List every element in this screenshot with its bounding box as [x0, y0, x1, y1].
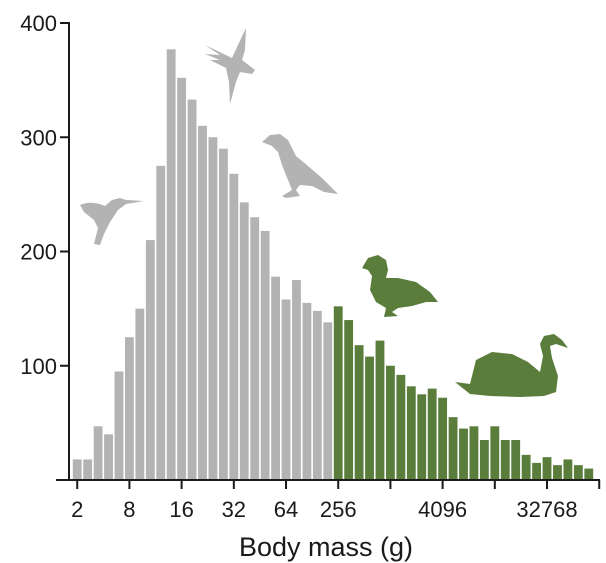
bars-layer: [72, 49, 594, 481]
bar-7: [145, 240, 155, 480]
bar-46: [553, 465, 562, 480]
y-tick-label-300: 300: [20, 125, 57, 150]
bar-27: [354, 345, 364, 480]
bar-4: [114, 371, 124, 480]
bar-33: [417, 394, 427, 480]
bar-37: [459, 428, 468, 480]
bar-0: [72, 459, 82, 480]
crow-icon: [262, 134, 338, 198]
bar-1: [83, 459, 93, 480]
bar-42: [511, 440, 521, 480]
bar-10: [177, 77, 187, 480]
bar-25: [333, 306, 343, 480]
bar-38: [469, 426, 479, 480]
bar-32: [406, 386, 416, 480]
bar-24: [323, 322, 333, 480]
bar-44: [532, 462, 541, 480]
x-tick-label-16: 16: [169, 497, 193, 522]
bar-28: [365, 356, 374, 480]
y-ticks-layer: 100 200 300 400: [20, 11, 69, 379]
bar-16: [239, 202, 249, 480]
x-tick-label-4096: 4096: [418, 497, 467, 522]
bar-3: [104, 434, 113, 480]
bar-39: [479, 440, 489, 480]
bar-35: [438, 397, 448, 480]
bar-22: [302, 302, 312, 480]
hummingbird-icon: [80, 198, 144, 245]
x-tick-label-64: 64: [274, 497, 298, 522]
bar-31: [396, 374, 406, 480]
bar-13: [208, 137, 218, 480]
bar-34: [427, 388, 437, 480]
bar-30: [386, 365, 395, 480]
bar-49: [584, 468, 594, 480]
bar-45: [542, 457, 552, 480]
bar-48: [573, 465, 583, 480]
bar-15: [229, 173, 239, 480]
bar-17: [250, 217, 260, 481]
bar-20: [281, 299, 291, 480]
bar-18: [260, 230, 270, 480]
x-tick-label-256: 256: [320, 497, 357, 522]
swallow-icon: [205, 28, 255, 104]
bar-47: [563, 459, 573, 480]
duck-icon: [362, 255, 438, 317]
bar-14: [218, 148, 228, 480]
bar-6: [135, 308, 145, 481]
bar-8: [156, 165, 166, 480]
bar-41: [500, 440, 510, 480]
x-tick-label-8: 8: [123, 497, 135, 522]
y-tick-label-200: 200: [20, 240, 57, 265]
swan-icon: [455, 334, 568, 397]
bar-21: [292, 280, 301, 480]
bar-43: [521, 454, 531, 480]
bar-40: [490, 426, 500, 480]
bar-23: [312, 310, 322, 480]
x-tick-label-32: 32: [222, 497, 246, 522]
bar-2: [93, 426, 103, 480]
bar-9: [166, 49, 176, 480]
bar-36: [448, 417, 458, 480]
bar-26: [344, 320, 354, 480]
x-tick-label-2: 2: [71, 497, 83, 522]
y-tick-label-400: 400: [20, 11, 57, 36]
bar-5: [125, 337, 134, 480]
bar-11: [187, 99, 197, 481]
x-tick-label-32768: 32768: [516, 497, 577, 522]
y-tick-label-100: 100: [20, 354, 57, 379]
x-ticks-layer: 2 8 16 32 64 256 4096 32768: [71, 480, 601, 522]
bar-19: [271, 276, 280, 480]
bar-12: [198, 125, 207, 480]
x-axis-title: Body mass (g): [239, 532, 413, 562]
bar-29: [375, 340, 385, 480]
